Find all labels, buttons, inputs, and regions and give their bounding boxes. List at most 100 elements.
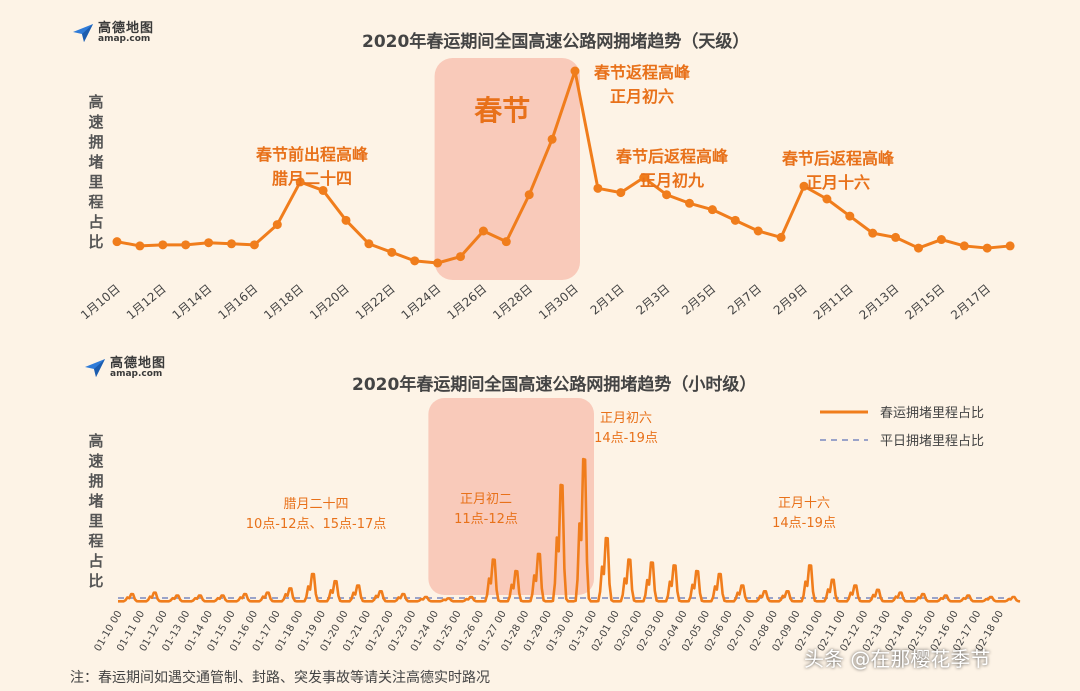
logo-text: 高德地图 bbox=[98, 21, 155, 36]
data-point bbox=[891, 232, 901, 242]
highlight-band-spring-festival bbox=[434, 58, 580, 280]
daily-chart-panel: 高德地图 amap.com 2020年春运期间全国高速公路网拥堵趋势（天级） 高… bbox=[0, 0, 1080, 340]
data-point bbox=[799, 181, 809, 191]
chart-title-daily: 2020年春运期间全国高速公路网拥堵趋势（天级） bbox=[362, 32, 750, 52]
annotation-text: 11点-12点 bbox=[454, 512, 518, 527]
x-tick-label: 2月7日 bbox=[725, 282, 764, 318]
data-point bbox=[547, 134, 557, 144]
data-point bbox=[112, 237, 122, 247]
annotation-text: 腊月二十四 bbox=[272, 169, 352, 188]
data-point bbox=[959, 241, 969, 251]
x-tick-label: 1月16日 bbox=[215, 282, 260, 323]
data-point bbox=[410, 256, 420, 266]
data-point bbox=[936, 235, 946, 245]
annotation-text: 正月初二 bbox=[460, 492, 512, 507]
footer-note: 注：春运期间如遇交通管制、封路、突发事故等请关注高德实时路况 bbox=[70, 670, 490, 686]
data-point bbox=[249, 240, 259, 250]
highlight-band-spring-festival bbox=[428, 398, 594, 595]
annotation-text: 春节后返程高峰 bbox=[615, 147, 729, 166]
highlight-label: 春节 bbox=[474, 94, 530, 127]
data-point bbox=[685, 198, 694, 208]
x-tick-label: 1月26日 bbox=[444, 282, 489, 323]
x-tick-label: 2月3日 bbox=[633, 282, 672, 318]
data-point bbox=[456, 252, 465, 262]
x-tick-label: 1月28日 bbox=[490, 282, 535, 323]
data-point bbox=[662, 190, 672, 200]
data-point bbox=[272, 220, 282, 230]
amap-logo-icon bbox=[73, 24, 93, 42]
data-point bbox=[845, 211, 855, 221]
x-tick-label: 1月18日 bbox=[261, 282, 306, 323]
data-point bbox=[616, 188, 626, 198]
chart-title-hourly: 2020年春运期间全国高速公路网拥堵趋势（小时级） bbox=[352, 375, 757, 395]
x-tick-label: 2月13日 bbox=[857, 282, 902, 323]
data-point bbox=[1005, 241, 1015, 251]
y-axis-label-hourly: 高速拥堵里程占比 bbox=[88, 432, 104, 590]
data-point bbox=[364, 239, 374, 249]
annotation-text: 春节后返程高峰 bbox=[781, 149, 895, 168]
data-point bbox=[181, 240, 191, 250]
data-point bbox=[501, 237, 511, 247]
data-point bbox=[433, 258, 443, 268]
x-tick-label: 2月9日 bbox=[771, 282, 810, 318]
x-tick-label: 2月1日 bbox=[588, 282, 627, 318]
logo-domain: amap.com bbox=[98, 34, 151, 44]
annotation-text: 正月十六 bbox=[806, 173, 870, 192]
data-point bbox=[295, 177, 305, 187]
x-tick-label: 1月20日 bbox=[307, 282, 352, 323]
data-point bbox=[776, 232, 786, 242]
data-point bbox=[227, 239, 236, 249]
x-tick-label: 1月12日 bbox=[124, 282, 169, 323]
series-line-hourly bbox=[118, 457, 1021, 603]
data-point bbox=[753, 226, 763, 236]
data-point bbox=[478, 226, 488, 236]
annotation-text: 腊月二十四 bbox=[283, 497, 348, 512]
logo-domain: amap.com bbox=[110, 369, 163, 379]
data-point bbox=[730, 215, 740, 225]
logo-text: 高德地图 bbox=[110, 356, 167, 371]
hourly-chart-panel: 高德地图 amap.com 2020年春运期间全国高速公路网拥堵趋势（小时级） … bbox=[0, 345, 1080, 665]
x-tick-label: 1月22日 bbox=[353, 282, 398, 323]
annotation-text: 正月初六 bbox=[600, 411, 652, 426]
x-tick-label: 1月14日 bbox=[170, 282, 215, 323]
data-point bbox=[341, 215, 351, 225]
data-point bbox=[707, 205, 717, 215]
amap-logo-icon bbox=[85, 359, 105, 377]
watermark: 头条 @在那樱花季节 bbox=[804, 647, 991, 671]
annotation-text: 春节前出程高峰 bbox=[255, 145, 369, 164]
data-point bbox=[639, 173, 649, 183]
x-tick-label: 2月15日 bbox=[902, 282, 947, 323]
annotation-text: 14点-19点 bbox=[772, 516, 836, 531]
data-point bbox=[570, 66, 580, 76]
amap-logo-2: 高德地图 amap.com bbox=[84, 357, 166, 379]
legend-label: 春运拥堵里程占比 bbox=[880, 406, 984, 421]
data-point bbox=[868, 228, 878, 238]
data-point bbox=[524, 190, 534, 200]
data-point bbox=[593, 183, 603, 193]
amap-logo: 高德地图 amap.com bbox=[72, 22, 154, 44]
data-point bbox=[387, 247, 397, 257]
x-tick-label: 1月24日 bbox=[399, 282, 444, 323]
annotation-text: 正月十六 bbox=[778, 496, 830, 511]
annotation-text: 春节返程高峰 bbox=[593, 63, 691, 82]
annotation-text: 正月初九 bbox=[640, 171, 704, 190]
data-point bbox=[204, 238, 214, 248]
x-tick-label: 2月11日 bbox=[811, 282, 856, 323]
data-point bbox=[135, 241, 145, 251]
y-axis-label-daily: 高速拥堵里程占比 bbox=[88, 93, 104, 251]
data-point bbox=[318, 185, 328, 195]
annotation-text: 正月初六 bbox=[610, 87, 674, 106]
x-tick-label: 1月10日 bbox=[78, 282, 123, 323]
x-tick-label: 1月30日 bbox=[536, 282, 581, 323]
annotation-text: 10点-12点、15点-17点 bbox=[246, 517, 387, 532]
x-tick-label: 2月5日 bbox=[679, 282, 718, 318]
legend-label: 平日拥堵里程占比 bbox=[880, 434, 984, 449]
data-point bbox=[982, 243, 992, 253]
data-point bbox=[822, 194, 832, 204]
annotation-text: 14点-19点 bbox=[594, 431, 658, 446]
x-tick-label: 2月17日 bbox=[948, 282, 993, 323]
data-point bbox=[158, 240, 168, 250]
data-point bbox=[914, 243, 923, 253]
